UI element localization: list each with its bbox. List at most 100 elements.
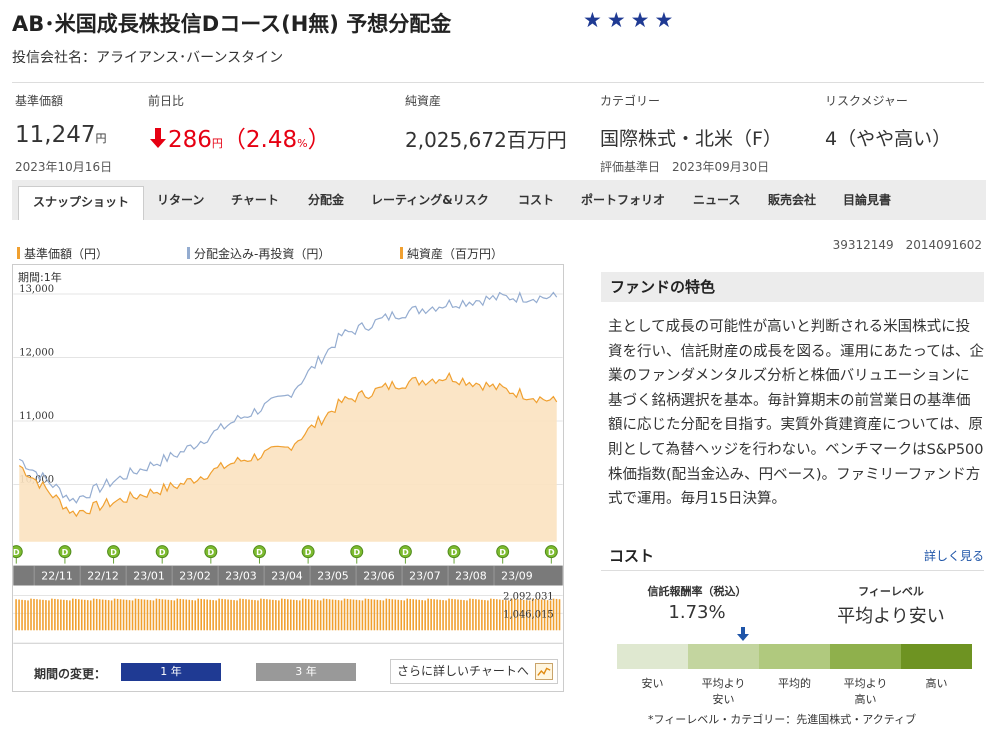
fee-scale-segment: [830, 644, 901, 669]
asset-bar: [227, 599, 229, 631]
tab-prospectus[interactable]: 目論見書: [843, 193, 892, 207]
tab-cost[interactable]: コスト: [518, 193, 555, 207]
asset-bar: [543, 599, 546, 631]
asset-bar: [454, 599, 456, 631]
tab-dividend[interactable]: 分配金: [308, 193, 345, 207]
fee-scale-label: 高い: [925, 677, 948, 690]
x-tick-label: 23/03: [225, 570, 257, 583]
fee-scale-label: 平均より 高い: [843, 677, 888, 706]
asset-bar: [48, 600, 50, 631]
legend-assets-swatch: [400, 247, 403, 259]
dividend-marker: [544, 545, 558, 559]
asset-bar: [45, 600, 47, 631]
period-1y-button[interactable]: 1 年: [121, 663, 221, 681]
asset-bar: [442, 600, 444, 631]
asset-bar: [546, 600, 549, 631]
asset-bar: [484, 600, 486, 631]
asset-bar: [66, 600, 68, 631]
asset-bar: [170, 600, 173, 631]
more-chart-link[interactable]: さらに詳しいチャートへ: [390, 659, 558, 684]
asset-bar: [388, 598, 391, 631]
asset-bar: [412, 599, 415, 631]
asset-bar: [224, 599, 226, 631]
fee-scale-label: 平均的: [778, 677, 811, 690]
asset-bar: [289, 599, 292, 631]
asset-bar: [364, 598, 367, 631]
dividend-marker: [301, 545, 315, 559]
x-tick-label: 23/09: [501, 570, 533, 583]
asset-bar: [334, 599, 337, 631]
asset-bar: [457, 599, 459, 631]
asset-bar: [445, 600, 447, 631]
asset-bar: [451, 598, 453, 631]
feature-text: 主として成長の可能性が高いと判断される米国株式に投資を行い、信託財産の成長を図る…: [608, 319, 984, 508]
asset-bar: [478, 599, 480, 631]
y-tick-label: 13,000: [19, 284, 54, 295]
asset-bar: [125, 599, 128, 631]
asset-bar: [501, 599, 504, 631]
tab-return[interactable]: リターン: [157, 193, 205, 207]
asset-bar: [298, 600, 301, 631]
asset-bar: [278, 600, 280, 631]
asset-bar: [325, 598, 328, 631]
asset-bar: [209, 599, 211, 631]
tab-snapshot[interactable]: スナップショット: [18, 186, 145, 220]
asset-bar: [406, 598, 409, 631]
asset-bar: [295, 600, 298, 631]
asset-bar: [340, 600, 343, 631]
asset-bar: [558, 599, 561, 631]
asset-bar: [382, 600, 385, 631]
tab-distributors[interactable]: 販売会社: [768, 193, 817, 207]
asset-bar: [161, 599, 164, 631]
x-tick-label: 23/06: [363, 570, 395, 583]
asset-bar: [176, 598, 179, 631]
category-label: カテゴリー: [600, 94, 661, 108]
asset-bar: [266, 599, 268, 631]
tab-chart[interactable]: チャート: [231, 193, 279, 207]
chart-icon: [535, 663, 553, 680]
category-note: 評価基準日 2023年09月30日: [600, 160, 770, 174]
tab-rating-risk[interactable]: レーティング&リスク: [371, 193, 489, 207]
asset-bar: [379, 600, 382, 631]
asset-bar: [128, 600, 131, 631]
asset-bar: [95, 598, 98, 631]
asset-bar: [490, 598, 492, 631]
asset-bar: [239, 598, 241, 631]
asset-bar: [367, 598, 370, 631]
cost-detail-link[interactable]: 詳しく見る: [923, 549, 984, 563]
asset-bar: [60, 599, 62, 631]
asset-bar: [155, 598, 158, 631]
asset-bar: [487, 600, 489, 631]
asset-bar: [316, 600, 319, 631]
asset-bar: [352, 599, 355, 631]
asset-bar: [409, 598, 412, 631]
fee-rate-value: 1.73%: [668, 602, 726, 623]
dividend-marker-label: D: [62, 548, 69, 557]
asset-bar: [185, 599, 188, 631]
asset-bar: [143, 599, 146, 631]
asset-bar: [242, 598, 244, 631]
asset-bar: [89, 600, 92, 631]
dividend-marker: [398, 545, 412, 559]
risk-label: リスクメジャー: [825, 94, 908, 108]
legend-reinvest: 分配金込み-再投資（円）: [187, 245, 330, 262]
period-3y-button[interactable]: 3 年: [256, 663, 356, 681]
tab-news[interactable]: ニュース: [693, 193, 741, 207]
asset-bar: [179, 598, 182, 631]
asset-bar: [493, 598, 495, 631]
asset-bar: [158, 598, 161, 631]
asset-bar: [346, 598, 349, 631]
legend-assets: 純資産（百万円）: [400, 245, 503, 262]
fund-company: 投信会社名：アライアンス･バーンスタイン: [12, 50, 284, 66]
asset-bar: [466, 600, 468, 631]
x-tick-label: 23/04: [271, 570, 303, 583]
asset-bar: [30, 598, 32, 631]
dividend-marker-label: D: [548, 548, 555, 557]
tab-portfolio[interactable]: ポートフォリオ: [581, 193, 666, 207]
asset-bar: [18, 599, 20, 631]
asset-bar: [77, 599, 80, 631]
legend-nav: 基準価額（円）: [17, 245, 108, 262]
asset-bar: [358, 600, 361, 631]
asset-bar: [516, 599, 519, 631]
asset-bar: [519, 599, 522, 631]
